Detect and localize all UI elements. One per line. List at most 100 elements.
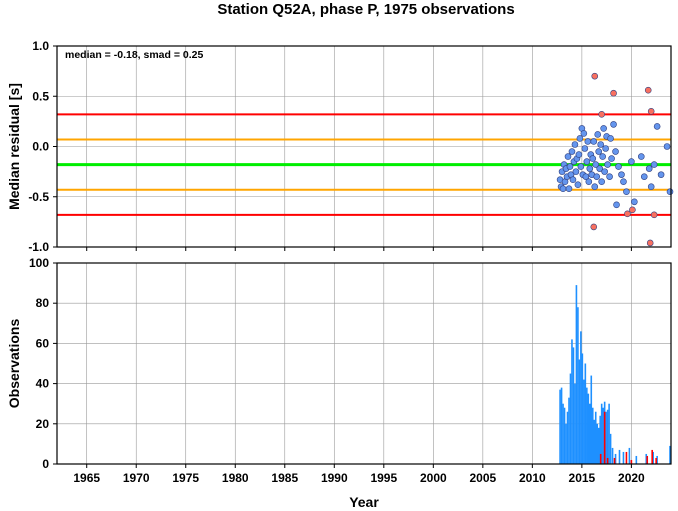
observation-bar	[611, 447, 614, 464]
residual-point	[653, 123, 661, 130]
observation-bar	[602, 407, 604, 464]
x-tick-label: 2000	[420, 471, 447, 485]
y-tick-label: 80	[36, 296, 50, 310]
x-tick-label: 2005	[469, 471, 496, 485]
x-tick-label: 1980	[222, 471, 249, 485]
residual-point	[583, 158, 591, 165]
residual-point	[646, 239, 654, 247]
observation-bar	[583, 379, 585, 464]
residual-point	[600, 125, 607, 132]
observation-bar	[566, 411, 569, 464]
residual-point	[650, 211, 658, 219]
x-tick-label: 1985	[271, 471, 298, 485]
observation-bar	[560, 387, 563, 464]
residual-point	[629, 206, 636, 214]
residual-ticks: -1.0 -0.5 0.0 0.5 1.0	[28, 39, 632, 254]
observation-bar	[605, 411, 607, 464]
observation-bar	[603, 411, 606, 464]
residual-point	[645, 165, 653, 172]
observation-bar	[590, 375, 593, 464]
observation-bar	[652, 451, 654, 464]
observations-plot-frame	[56, 262, 672, 465]
y-tick-label: -1.0	[28, 240, 49, 254]
chart-title: Station Q52A, phase P, 1975 observations	[217, 1, 514, 18]
residual-point	[593, 173, 601, 180]
residual-point	[606, 173, 613, 180]
observation-bar	[559, 389, 561, 464]
residual-point	[620, 178, 627, 185]
residual-point	[613, 201, 620, 209]
residual-point	[601, 168, 608, 175]
residual-points	[556, 72, 674, 247]
y-tick-label: 40	[36, 377, 50, 391]
residual-point	[640, 173, 648, 180]
residual-point	[559, 185, 567, 193]
residual-point	[576, 135, 584, 142]
residual-point	[631, 198, 638, 206]
y-tick-label: 0.5	[32, 89, 49, 103]
x-tick-label: 1975	[172, 471, 199, 485]
y-tick-label: 1.0	[32, 39, 49, 53]
observation-bar	[600, 403, 603, 464]
residual-point	[598, 111, 605, 118]
observation-bar	[669, 445, 671, 464]
residual-point	[647, 108, 655, 115]
observation-bar	[575, 285, 578, 464]
residual-point	[647, 183, 655, 190]
observation-bar	[562, 403, 564, 464]
observation-bar	[572, 347, 575, 464]
observations-ticks: 1965 1970 1975 1980 1985 1990 1995 2000 2005 2010…	[29, 256, 645, 485]
residual-point	[604, 161, 611, 168]
x-tick-label: 2015	[569, 471, 596, 485]
residual-point	[582, 173, 590, 180]
observation-bar	[580, 331, 582, 464]
residual-point	[628, 158, 635, 165]
observation-bar	[651, 449, 653, 464]
observation-bar	[628, 447, 631, 464]
stats-annotation: median = -0.18, smad = 0.25	[65, 49, 203, 61]
observation-bar	[574, 383, 576, 464]
x-tick-label: 1990	[321, 471, 348, 485]
residual-point	[607, 135, 614, 142]
observation-bar	[609, 433, 612, 464]
observation-bar	[618, 449, 621, 464]
residual-point	[591, 72, 599, 80]
observations-y-axis-label: Observations	[6, 319, 22, 409]
residual-point	[574, 181, 582, 188]
residual-point	[599, 153, 606, 160]
x-tick-label: 1970	[123, 471, 150, 485]
residual-point	[615, 163, 622, 170]
residual-point	[598, 178, 605, 185]
residual-point	[591, 183, 599, 190]
residual-point	[666, 188, 674, 196]
residual-point	[586, 165, 594, 172]
residual-point	[644, 86, 652, 94]
residual-point	[657, 171, 665, 178]
observation-bar	[565, 423, 567, 464]
observation-bar	[597, 427, 600, 464]
observation-bar	[587, 393, 590, 464]
residual-point	[592, 161, 600, 168]
observation-bar	[606, 457, 609, 464]
residual-point	[584, 138, 592, 145]
reference-lines	[57, 113, 671, 216]
residual-point	[663, 143, 671, 150]
residual-grid	[57, 45, 671, 248]
residual-point	[590, 138, 598, 145]
y-tick-label: 0.0	[32, 140, 49, 154]
y-tick-label: 100	[29, 256, 49, 270]
residual-point	[623, 188, 630, 196]
x-tick-label: 1995	[370, 471, 397, 485]
residual-point	[594, 131, 602, 138]
residual-point	[650, 161, 658, 168]
observation-bar	[581, 353, 584, 464]
observation-bar	[577, 307, 579, 464]
residual-point	[565, 185, 573, 193]
residual-point	[566, 163, 574, 170]
observation-bar	[613, 457, 616, 464]
y-tick-label: 60	[36, 336, 50, 350]
observation-bar	[571, 339, 573, 464]
residual-point	[589, 155, 597, 162]
residual-point	[595, 148, 603, 155]
